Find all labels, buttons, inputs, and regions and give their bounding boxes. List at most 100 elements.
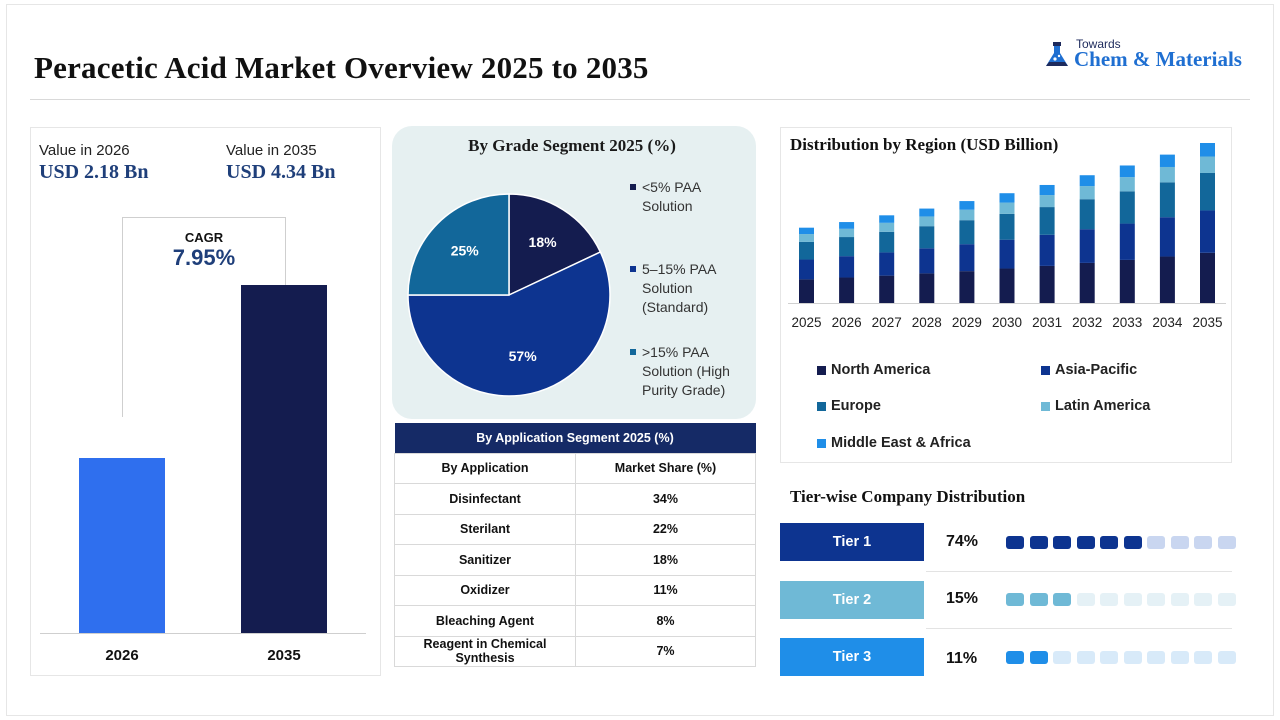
region-bar-segment bbox=[839, 277, 855, 303]
pie-legend-label: 5–15% PAA Solution (Standard) bbox=[642, 261, 716, 315]
pie-slice bbox=[407, 250, 611, 397]
tier-divider bbox=[926, 571, 1232, 572]
region-bar-segment bbox=[1159, 166, 1175, 183]
region-bar-segment bbox=[959, 209, 975, 221]
region-bar-segment bbox=[1079, 186, 1095, 200]
region-bar-segment bbox=[879, 275, 895, 303]
region-bar-segment bbox=[1119, 191, 1135, 224]
tier-1-percent: 74% bbox=[946, 533, 979, 550]
region-x-tick-label: 2035 bbox=[1192, 315, 1222, 330]
region-bar-segment bbox=[959, 220, 975, 245]
region-bar-segment bbox=[1119, 177, 1135, 192]
tier-dot bbox=[1029, 651, 1048, 664]
region-bar-segment bbox=[1200, 156, 1215, 173]
table-row: Reagent in Chemical Synthesis 7% bbox=[394, 635, 756, 667]
region-bar-segment bbox=[1079, 199, 1095, 230]
region-bar-segment bbox=[919, 273, 935, 303]
pie-title: By Grade Segment 2025 (%) bbox=[468, 136, 676, 155]
region-bar-segment bbox=[1039, 207, 1055, 235]
region-legend-label: Latin America bbox=[1055, 398, 1151, 414]
region-bar-segment bbox=[879, 222, 895, 232]
region-bar-segment bbox=[799, 279, 814, 303]
tier-dot bbox=[1029, 536, 1048, 549]
region-bar-segment bbox=[839, 256, 855, 278]
region-bar-segment bbox=[879, 231, 895, 253]
application-name-cell: Bleaching Agent bbox=[394, 605, 576, 637]
region-bar-segment bbox=[1200, 252, 1215, 303]
page-frame bbox=[6, 4, 1274, 716]
value-panel bbox=[30, 127, 381, 676]
legend-swatch bbox=[817, 366, 826, 375]
tier-dot bbox=[1170, 651, 1189, 664]
tier-dot bbox=[1123, 651, 1142, 664]
application-name-cell: Sanitizer bbox=[394, 544, 576, 576]
region-bar-segment bbox=[1200, 172, 1215, 211]
region-x-tick-label: 2028 bbox=[912, 315, 942, 330]
application-name-cell: Reagent in Chemical Synthesis bbox=[394, 635, 576, 667]
application-name-cell: Oxidizer bbox=[394, 574, 576, 606]
region-x-tick-label: 2032 bbox=[1072, 315, 1102, 330]
tier-title: Tier-wise Company Distribution bbox=[790, 487, 1026, 506]
legend-swatch bbox=[630, 349, 636, 355]
brand-logo: Towards Chem & Materials bbox=[1042, 36, 1252, 76]
tier-dot bbox=[1076, 593, 1095, 606]
table-row: Sterilant 22% bbox=[394, 513, 756, 545]
region-bar-segment bbox=[799, 259, 814, 280]
region-x-tick-label: 2029 bbox=[952, 315, 982, 330]
region-bar-segment bbox=[959, 244, 975, 272]
region-bar-segment bbox=[1079, 175, 1095, 187]
tier-dot bbox=[1006, 593, 1024, 606]
region-x-tick-label: 2034 bbox=[1152, 315, 1183, 330]
market-share-cell: 18% bbox=[575, 544, 756, 576]
region-bar-segment bbox=[919, 248, 935, 274]
region-bar-segment bbox=[999, 213, 1015, 240]
region-legend-label: Europe bbox=[831, 398, 881, 414]
region-bar-segment bbox=[999, 268, 1015, 303]
tier-1-button[interactable]: Tier 1 bbox=[780, 523, 924, 561]
tier-dot bbox=[1147, 593, 1165, 606]
tier-dot bbox=[1100, 593, 1118, 606]
tier-dot bbox=[1170, 593, 1189, 606]
tier-dot bbox=[1194, 651, 1212, 664]
region-bar-segment bbox=[919, 216, 935, 227]
value-2035: USD 4.34 Bn bbox=[226, 161, 336, 183]
region-bar-segment bbox=[1119, 259, 1135, 303]
logo-text-small: Towards bbox=[1076, 37, 1121, 51]
region-bar-segment bbox=[1079, 229, 1095, 263]
tier-dot bbox=[1029, 593, 1048, 606]
cagr-value: 7.95% bbox=[172, 245, 236, 270]
tier-dot bbox=[1217, 651, 1236, 664]
pie-legend-label: <5% PAA Solution bbox=[642, 179, 701, 214]
region-bar-segment bbox=[1200, 210, 1215, 253]
pie-legend-item: <5% PAA Solution bbox=[630, 178, 750, 216]
tier-dot bbox=[1100, 536, 1118, 549]
table-row: Sanitizer 18% bbox=[394, 544, 756, 576]
region-legend-label: Asia-Pacific bbox=[1055, 362, 1138, 378]
tier-dot bbox=[1194, 593, 1212, 606]
pie-slice-label: 57% bbox=[509, 348, 538, 364]
market-share-cell: 22% bbox=[575, 513, 756, 545]
region-panel bbox=[780, 127, 1232, 463]
tier-dot bbox=[1076, 651, 1095, 664]
region-bar-segment bbox=[1039, 184, 1055, 196]
region-x-tick-label: 2026 bbox=[832, 315, 862, 330]
tier-dot bbox=[1006, 651, 1024, 664]
region-bar-segment bbox=[1039, 265, 1055, 303]
tier-dot bbox=[1194, 536, 1212, 549]
tier-3-button[interactable]: Tier 3 bbox=[780, 638, 924, 676]
tier-3-percent: 11% bbox=[946, 650, 978, 667]
region-bar-segment bbox=[999, 202, 1015, 214]
tier-2-button[interactable]: Tier 2 bbox=[780, 581, 924, 619]
legend-swatch bbox=[1041, 366, 1050, 375]
market-share-cell: 34% bbox=[575, 483, 756, 515]
cagr-label: CAGR bbox=[184, 230, 224, 245]
region-legend-label: North America bbox=[831, 362, 931, 378]
region-bar-segment bbox=[1159, 182, 1175, 218]
region-legend-item: Europe bbox=[817, 398, 881, 414]
tier-divider bbox=[926, 628, 1232, 629]
table-row: Bleaching Agent 8% bbox=[394, 605, 756, 637]
tier-dot bbox=[1053, 651, 1071, 664]
region-bar-segment bbox=[1119, 223, 1135, 260]
legend-swatch bbox=[1041, 402, 1050, 411]
region-legend-item: North America bbox=[817, 362, 930, 378]
